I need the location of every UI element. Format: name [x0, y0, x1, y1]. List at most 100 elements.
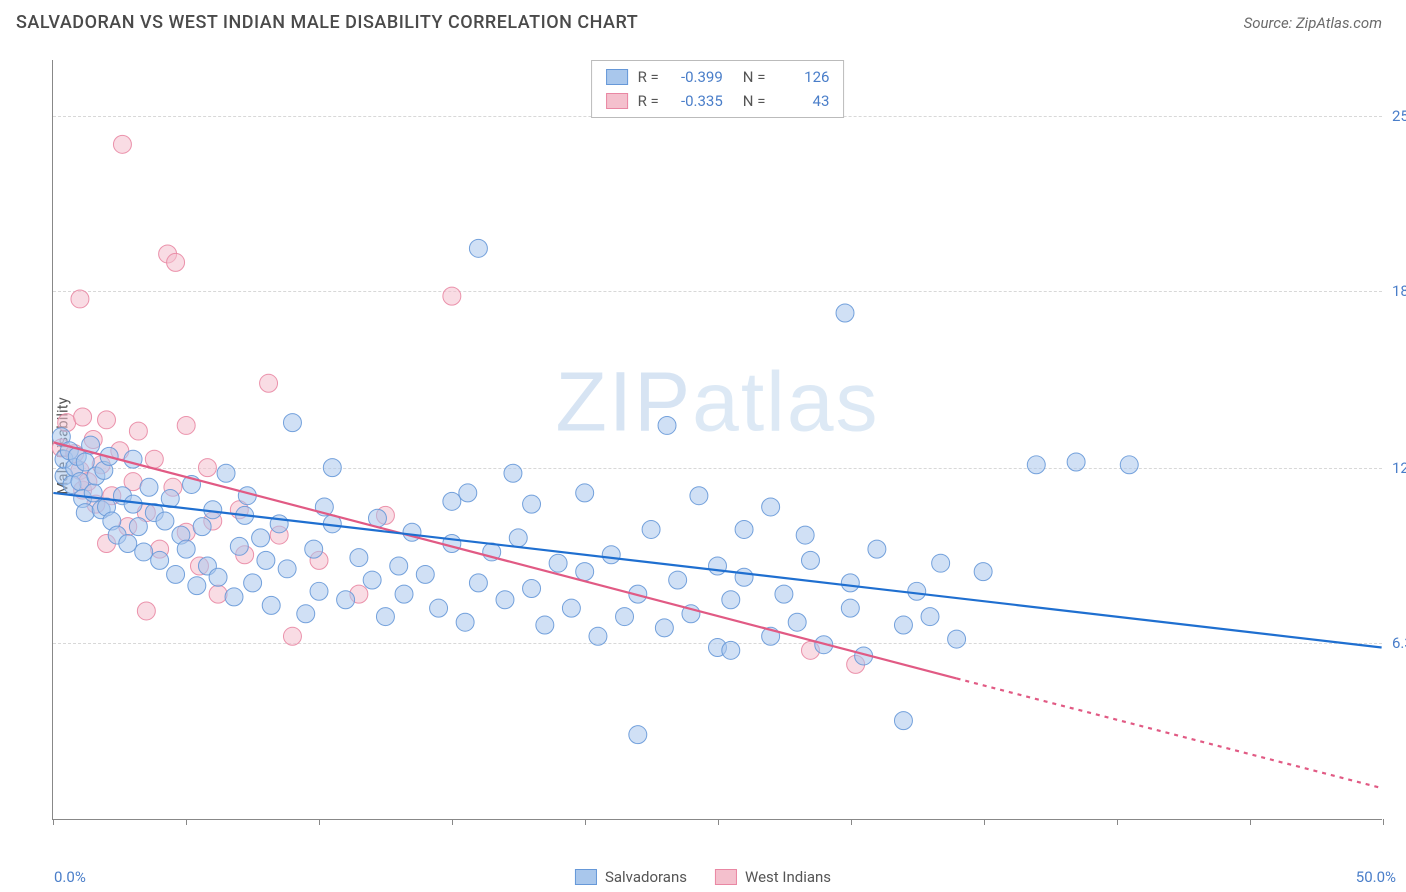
scatter-point [908, 582, 926, 600]
scatter-point [119, 535, 137, 553]
scatter-point [137, 602, 155, 620]
scatter-point [523, 495, 541, 513]
scatter-point [616, 608, 634, 626]
scatter-point [135, 543, 153, 561]
x-tick [585, 819, 586, 825]
scatter-point [363, 571, 381, 589]
scatter-point [974, 563, 992, 581]
scatter-point [523, 580, 541, 598]
scatter-point [209, 585, 227, 603]
scatter-point [129, 518, 147, 536]
r-label: R = [638, 65, 659, 89]
scatter-point [504, 464, 522, 482]
scatter-point [868, 540, 886, 558]
scatter-point [709, 557, 727, 575]
scatter-point [796, 526, 814, 544]
scatter-point [894, 616, 912, 634]
scatter-point [145, 450, 163, 468]
scatter-point [509, 529, 527, 547]
n-value-westindians: 43 [775, 89, 829, 113]
scatter-point [74, 408, 92, 426]
x-tick [851, 819, 852, 825]
scatter-point [642, 520, 660, 538]
scatter-point [443, 535, 461, 553]
plot-svg [53, 60, 1382, 819]
n-label: N = [743, 89, 766, 113]
scatter-point [124, 495, 142, 513]
scatter-point [71, 290, 89, 308]
scatter-point [98, 411, 116, 429]
scatter-point [198, 459, 216, 477]
scatter-point [443, 492, 461, 510]
scatter-point [536, 616, 554, 634]
scatter-point [459, 484, 477, 502]
scatter-point [1067, 453, 1085, 471]
swatch-salvadorans-icon [575, 869, 597, 885]
scatter-point [323, 459, 341, 477]
scatter-point [735, 520, 753, 538]
x-tick [1250, 819, 1251, 825]
scatter-point [1120, 456, 1138, 474]
scatter-point [1027, 456, 1045, 474]
correlation-legend: R = -0.399 N = 126 R = -0.335 N = 43 [591, 60, 845, 118]
scatter-point [193, 518, 211, 536]
scatter-point [278, 560, 296, 578]
scatter-point [841, 574, 859, 592]
bottom-legend-westindians: West Indians [715, 868, 831, 886]
scatter-point [801, 551, 819, 569]
trend-line [53, 493, 1381, 648]
scatter-point [562, 599, 580, 617]
scatter-point [469, 239, 487, 257]
swatch-westindians [606, 93, 628, 109]
bottom-legend: Salvadorans West Indians [575, 868, 831, 886]
x-tick [984, 819, 985, 825]
scatter-point [177, 416, 195, 434]
scatter-point [337, 591, 355, 609]
x-tick [452, 819, 453, 825]
scatter-point [836, 304, 854, 322]
y-tick-label: 25.0% [1386, 107, 1406, 125]
scatter-point [932, 554, 950, 572]
scatter-point [658, 416, 676, 434]
scatter-point [549, 554, 567, 572]
scatter-point [129, 422, 147, 440]
scatter-point [350, 549, 368, 567]
scatter-point [167, 565, 185, 583]
swatch-westindians-icon [715, 869, 737, 885]
swatch-salvadorans [606, 69, 628, 85]
legend-row-westindians: R = -0.335 N = 43 [606, 89, 830, 113]
x-tick [718, 819, 719, 825]
scatter-point [151, 551, 169, 569]
scatter-point [456, 613, 474, 631]
scatter-point [655, 619, 673, 637]
scatter-point [283, 414, 301, 432]
scatter-point [775, 585, 793, 603]
legend-row-salvadorans: R = -0.399 N = 126 [606, 65, 830, 89]
scatter-point [469, 574, 487, 592]
scatter-point [260, 374, 278, 392]
scatter-point [305, 540, 323, 558]
scatter-point [669, 571, 687, 589]
scatter-point [230, 537, 248, 555]
scatter-point [262, 596, 280, 614]
scatter-point [244, 574, 262, 592]
scatter-point [589, 627, 607, 645]
y-tick-label: 12.5% [1386, 459, 1406, 477]
scatter-point [602, 546, 620, 564]
scatter-point [443, 287, 461, 305]
scatter-point [283, 627, 301, 645]
scatter-point [948, 630, 966, 648]
n-label: N = [743, 65, 766, 89]
scatter-point [576, 563, 594, 581]
x-axis-origin-label: 0.0% [54, 868, 86, 886]
scatter-point [395, 585, 413, 603]
scatter-point [188, 577, 206, 595]
bottom-legend-salvadorans: Salvadorans [575, 868, 687, 886]
scatter-point [310, 582, 328, 600]
scatter-point [225, 588, 243, 606]
scatter-point [735, 568, 753, 586]
scatter-point [430, 599, 448, 617]
r-value-westindians: -0.335 [669, 89, 723, 113]
scatter-point [788, 613, 806, 631]
source-credit: Source: ZipAtlas.com [1244, 14, 1382, 32]
